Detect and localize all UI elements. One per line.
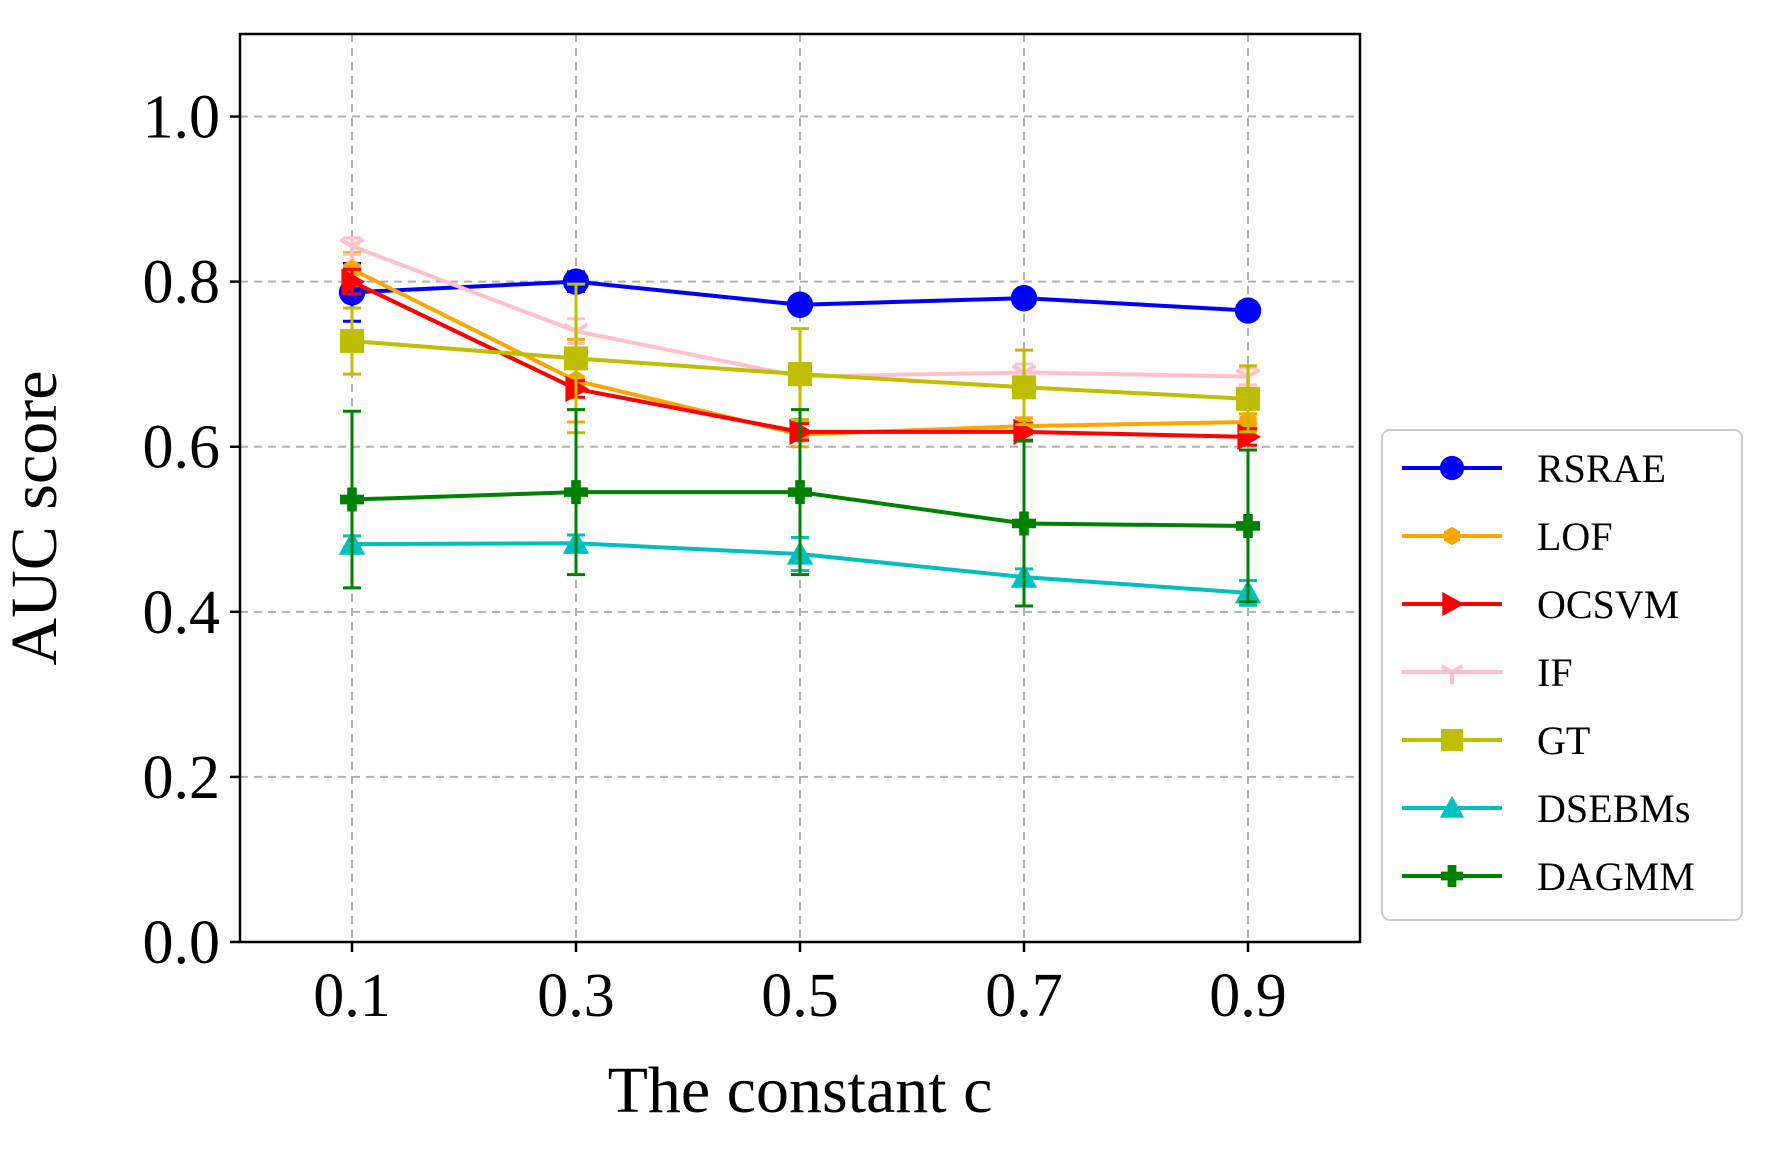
x-tick-label: 0.1 <box>313 962 391 1030</box>
data-point <box>562 268 590 295</box>
data-point <box>1236 513 1260 538</box>
marker-stroke <box>1450 664 1464 674</box>
data-point <box>340 329 364 354</box>
x-tick-label: 0.7 <box>985 962 1063 1030</box>
y-tick-label: 0.2 <box>143 744 221 812</box>
series-rsrae <box>338 261 1262 324</box>
data-point <box>1439 795 1465 818</box>
marker-stroke <box>563 322 578 333</box>
data-point <box>1439 455 1465 481</box>
marker-stroke <box>1235 368 1250 379</box>
legend-item-lof: LOF <box>1402 514 1613 559</box>
data-point <box>1010 284 1038 312</box>
data-point <box>341 268 366 295</box>
legend-label: IF <box>1537 650 1573 695</box>
legend: RSRAE LOF OCSVM IF GT DSEBMs DAGMM <box>1381 429 1743 921</box>
legend-label: LOF <box>1537 514 1613 559</box>
series-gt <box>340 282 1260 435</box>
legend-label: DAGMM <box>1537 854 1695 899</box>
x-tick-label: 0.3 <box>537 962 615 1030</box>
data-point <box>1012 375 1036 400</box>
data-point <box>1440 664 1464 685</box>
data-point <box>1441 865 1463 887</box>
data-point <box>1012 511 1036 536</box>
y-axis-label: AUC score <box>0 370 71 665</box>
legend-box <box>1381 429 1743 921</box>
data-point <box>1234 297 1262 324</box>
series-dagmm <box>340 408 1260 608</box>
marker-stroke <box>1011 364 1026 375</box>
series-layer <box>338 236 1262 608</box>
marker-stroke <box>1440 664 1454 674</box>
data-point <box>340 487 364 512</box>
marker-stroke <box>339 237 354 248</box>
legend-label: GT <box>1537 718 1590 763</box>
marker-stroke <box>1246 368 1261 379</box>
marker-stroke <box>350 237 365 248</box>
legend-label: DSEBMs <box>1537 786 1690 831</box>
data-point <box>786 291 814 318</box>
y-tick-label: 0.4 <box>143 579 221 647</box>
x-tick-label: 0.9 <box>1209 962 1287 1030</box>
data-point <box>564 480 588 505</box>
data-point <box>1442 591 1465 617</box>
data-point <box>339 237 365 260</box>
data-point <box>1236 386 1260 411</box>
y-tick-label: 1.0 <box>143 84 221 152</box>
data-point <box>564 346 588 371</box>
axis-ticks: 0.1 0.3 0.5 0.7 0.9 0.0 0.2 0.4 0.6 0.8 1.0 <box>143 84 1287 1030</box>
x-tick-label: 0.5 <box>761 962 839 1030</box>
y-tick-label: 0.0 <box>143 909 221 977</box>
marker-stroke <box>1022 364 1037 375</box>
legend-item-ocsvm: OCSVM <box>1402 582 1679 627</box>
legend-item-rsrae: RSRAE <box>1402 446 1666 491</box>
x-axis-label: The constant c <box>608 1054 993 1127</box>
data-point <box>788 480 812 505</box>
legend-label: RSRAE <box>1537 446 1666 491</box>
legend-item-dagmm: DAGMM <box>1402 854 1695 899</box>
legend-label: OCSVM <box>1537 582 1679 627</box>
marker-stroke <box>574 322 589 333</box>
data-point <box>1237 423 1262 451</box>
legend-item-dsebms: DSEBMs <box>1402 786 1690 831</box>
legend-item-if: IF <box>1402 650 1573 695</box>
data-point <box>788 362 812 387</box>
legend-item-gt: GT <box>1402 718 1590 763</box>
data-point <box>1441 729 1463 751</box>
y-tick-label: 0.8 <box>143 249 221 317</box>
data-point <box>1443 526 1461 546</box>
y-tick-label: 0.6 <box>143 414 221 482</box>
